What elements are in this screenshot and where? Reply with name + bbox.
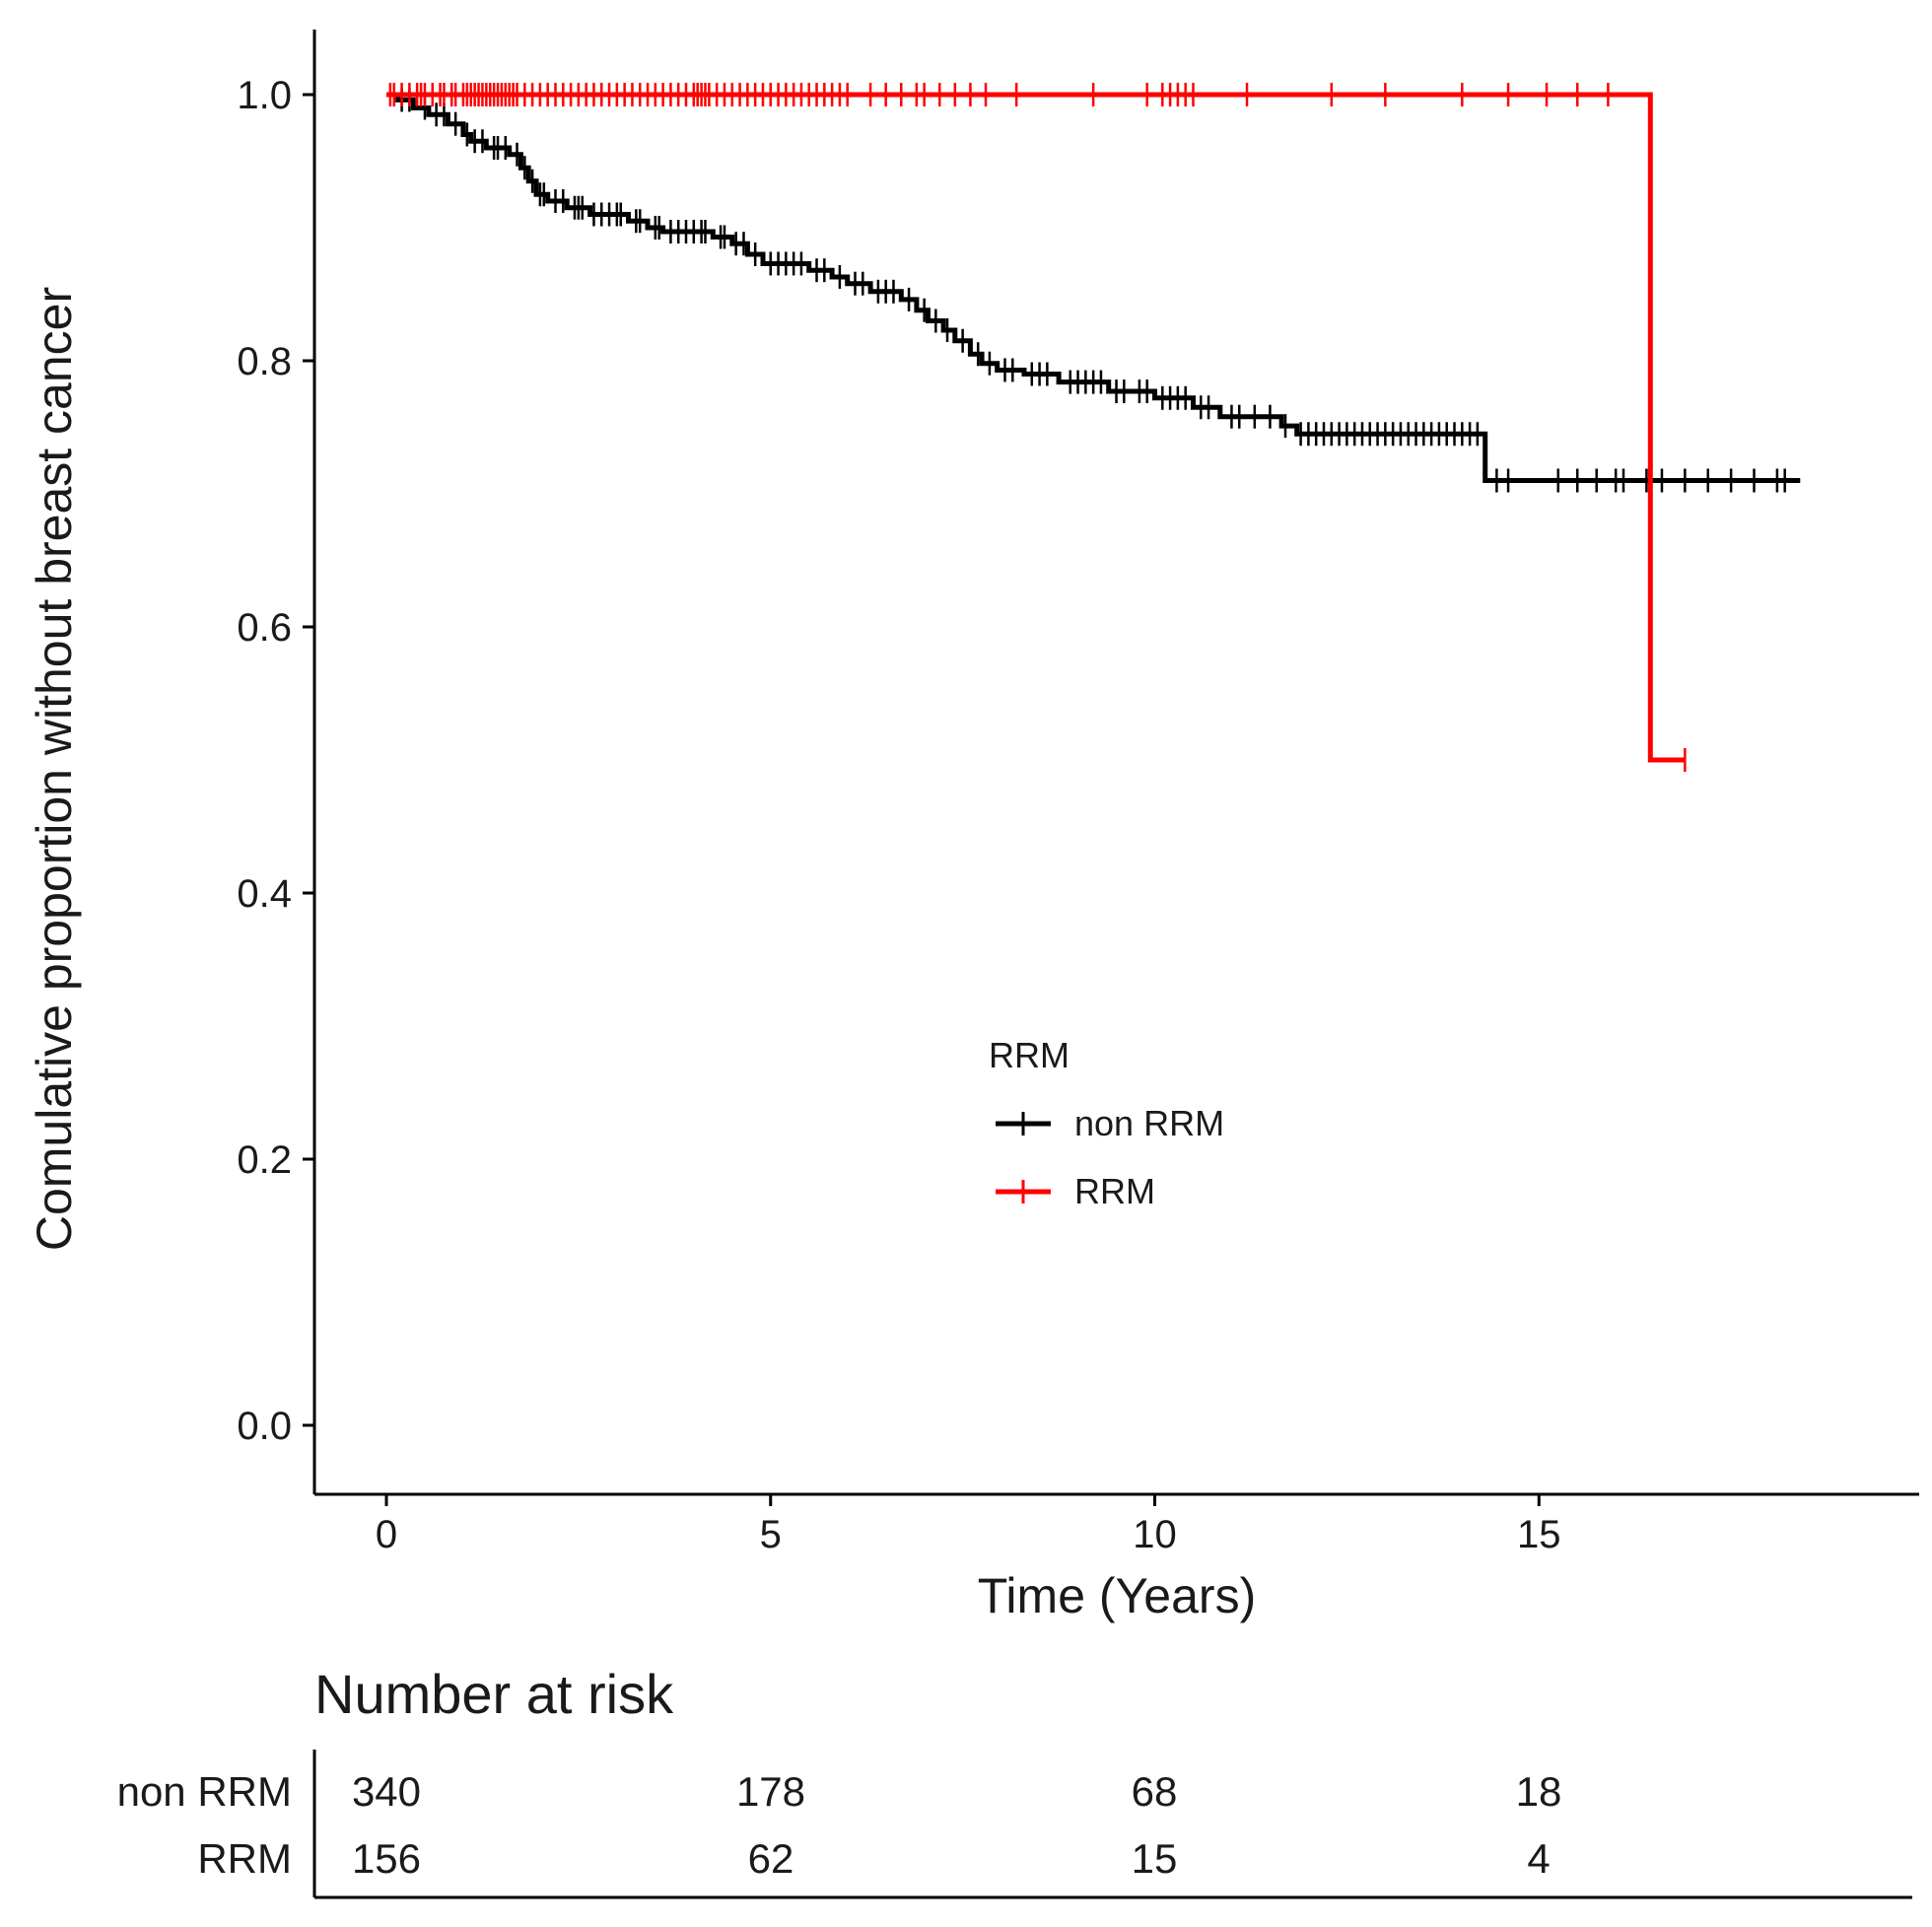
legend-key-rrm bbox=[996, 1180, 1051, 1204]
axes bbox=[312, 30, 1919, 1496]
y-tick-label: 1.0 bbox=[237, 74, 292, 117]
series-line-non-rrm bbox=[386, 92, 1801, 483]
risk-cell: 18 bbox=[1516, 1768, 1562, 1815]
risk-table: Number at risk non RRM RRM 340 178 68 18… bbox=[117, 1663, 1912, 1899]
plot-area bbox=[386, 83, 1801, 772]
series-line-rrm bbox=[386, 92, 1686, 763]
legend: RRM non RRM RRM bbox=[989, 1035, 1224, 1211]
legend-label-non-rrm: non RRM bbox=[1074, 1103, 1224, 1143]
y-tick-label: 0.4 bbox=[237, 872, 292, 916]
x-tick-label: 15 bbox=[1517, 1513, 1561, 1556]
risk-cell: 15 bbox=[1132, 1835, 1178, 1882]
risk-cell: 340 bbox=[352, 1768, 421, 1815]
y-tick-label: 0.6 bbox=[237, 606, 292, 650]
legend-label-rrm: RRM bbox=[1074, 1171, 1155, 1211]
x-tick-label: 0 bbox=[376, 1513, 397, 1556]
risk-cell: 4 bbox=[1527, 1835, 1550, 1882]
risk-table-title: Number at risk bbox=[314, 1663, 674, 1725]
risk-group-label-rrm: RRM bbox=[197, 1835, 292, 1882]
risk-cell: 178 bbox=[736, 1768, 805, 1815]
x-axis-title: Time (Years) bbox=[978, 1568, 1256, 1623]
risk-cell: 62 bbox=[748, 1835, 794, 1882]
legend-key-non-rrm bbox=[996, 1112, 1051, 1136]
risk-cell: 156 bbox=[352, 1835, 421, 1882]
x-tick-label: 5 bbox=[760, 1513, 782, 1556]
legend-title: RRM bbox=[989, 1035, 1070, 1075]
x-tick-label: 10 bbox=[1133, 1513, 1177, 1556]
y-tick-label: 0.8 bbox=[237, 340, 292, 383]
risk-group-label-non-rrm: non RRM bbox=[117, 1768, 292, 1815]
ticks: 0 5 10 15 0.0 0.2 0.4 0.6 0.8 1.0 bbox=[237, 74, 1560, 1556]
y-tick-label: 0.0 bbox=[237, 1405, 292, 1448]
y-tick-label: 0.2 bbox=[237, 1138, 292, 1182]
risk-cell: 68 bbox=[1132, 1768, 1178, 1815]
y-axis-title: Comulative proportion without breast can… bbox=[27, 287, 82, 1251]
